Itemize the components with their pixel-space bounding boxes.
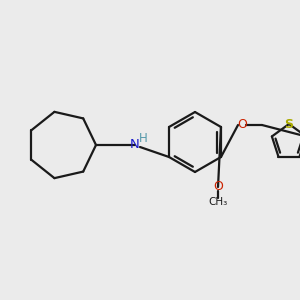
- Text: CH₃: CH₃: [208, 197, 228, 207]
- Text: O: O: [213, 181, 223, 194]
- Text: O: O: [237, 118, 247, 131]
- Text: N: N: [130, 137, 140, 151]
- Text: S: S: [284, 118, 293, 130]
- Text: H: H: [139, 131, 147, 145]
